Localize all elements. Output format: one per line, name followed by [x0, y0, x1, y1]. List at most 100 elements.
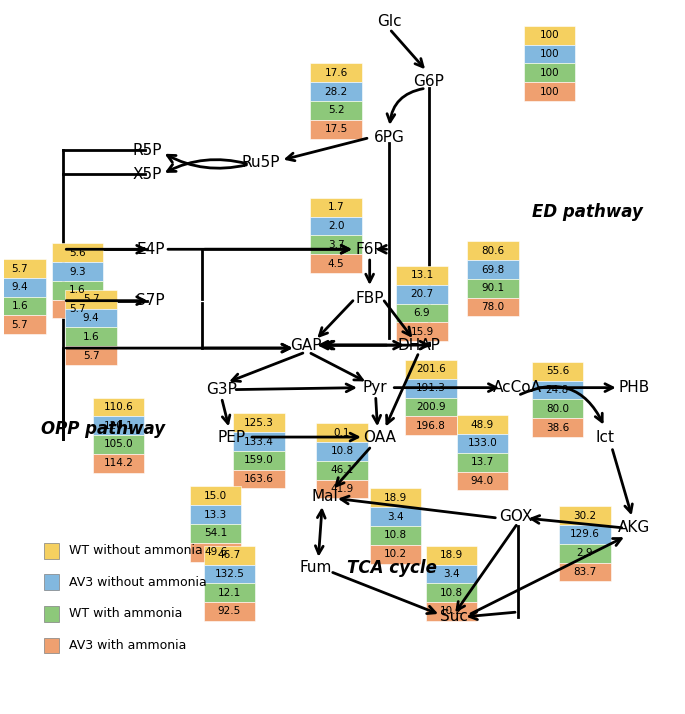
- Text: 10.8: 10.8: [384, 531, 407, 540]
- Text: 92.5: 92.5: [218, 606, 241, 616]
- Text: Mal: Mal: [312, 489, 338, 504]
- Text: AV3 without ammonia: AV3 without ammonia: [69, 575, 207, 589]
- Text: 191.3: 191.3: [416, 383, 446, 393]
- Bar: [310, 101, 362, 120]
- Text: 5.7: 5.7: [69, 304, 86, 314]
- Text: 5.6: 5.6: [69, 248, 86, 258]
- Bar: [51, 262, 103, 281]
- Bar: [406, 378, 457, 398]
- Bar: [0, 316, 46, 334]
- Text: 9.3: 9.3: [69, 266, 86, 276]
- Bar: [234, 413, 285, 432]
- Bar: [560, 525, 611, 544]
- Text: 163.6: 163.6: [244, 474, 274, 484]
- Text: 48.9: 48.9: [471, 420, 494, 430]
- Text: 100: 100: [540, 68, 559, 78]
- Bar: [44, 543, 60, 558]
- Bar: [0, 297, 46, 316]
- Text: ED pathway: ED pathway: [532, 203, 643, 221]
- Text: 5.7: 5.7: [83, 351, 99, 361]
- Text: 5.7: 5.7: [12, 263, 28, 273]
- Bar: [467, 298, 519, 316]
- Text: 15.0: 15.0: [204, 491, 227, 501]
- Bar: [467, 260, 519, 279]
- Text: Fum: Fum: [299, 560, 332, 575]
- Text: 3.4: 3.4: [387, 512, 403, 522]
- Bar: [524, 26, 575, 45]
- Text: 120.1: 120.1: [104, 421, 134, 431]
- Bar: [234, 470, 285, 488]
- Text: 80.6: 80.6: [482, 246, 505, 256]
- Text: 54.1: 54.1: [204, 528, 227, 538]
- Bar: [560, 544, 611, 563]
- Bar: [190, 506, 241, 524]
- Bar: [467, 279, 519, 298]
- Bar: [457, 472, 508, 491]
- Text: 132.5: 132.5: [214, 569, 245, 579]
- Text: 20.7: 20.7: [410, 289, 434, 299]
- Bar: [370, 507, 421, 526]
- Bar: [457, 453, 508, 472]
- Text: OAA: OAA: [363, 430, 396, 445]
- Text: PHB: PHB: [619, 380, 650, 395]
- Bar: [310, 254, 362, 273]
- Text: 200.9: 200.9: [416, 402, 446, 412]
- Bar: [426, 545, 477, 565]
- Text: WT without ammonia: WT without ammonia: [69, 544, 203, 557]
- Text: 30.2: 30.2: [573, 511, 597, 521]
- Text: GAP: GAP: [290, 338, 321, 353]
- Text: G3P: G3P: [206, 382, 237, 397]
- Text: 6.9: 6.9: [414, 308, 430, 318]
- Bar: [0, 278, 46, 297]
- Text: 15.9: 15.9: [410, 327, 434, 337]
- Bar: [370, 545, 421, 563]
- Text: AV3 with ammonia: AV3 with ammonia: [69, 639, 187, 652]
- Bar: [316, 442, 368, 461]
- Text: 90.1: 90.1: [482, 283, 505, 293]
- Bar: [203, 545, 255, 565]
- Bar: [65, 290, 116, 308]
- Bar: [65, 327, 116, 346]
- Bar: [467, 241, 519, 260]
- Bar: [406, 398, 457, 416]
- Text: 12.1: 12.1: [218, 588, 241, 598]
- Bar: [93, 435, 145, 454]
- Bar: [406, 416, 457, 435]
- Bar: [310, 216, 362, 236]
- Text: PEP: PEP: [217, 430, 245, 445]
- Text: G6P: G6P: [414, 74, 445, 89]
- Text: 10.2: 10.2: [440, 606, 463, 616]
- Bar: [310, 64, 362, 82]
- Bar: [426, 602, 477, 621]
- Text: 18.9: 18.9: [384, 493, 407, 503]
- Bar: [310, 120, 362, 139]
- Text: Ict: Ict: [595, 430, 614, 445]
- Bar: [370, 488, 421, 507]
- Text: 1.6: 1.6: [83, 332, 99, 342]
- Text: 18.9: 18.9: [440, 550, 463, 560]
- Text: 2.9: 2.9: [577, 548, 593, 558]
- Text: FBP: FBP: [356, 291, 384, 306]
- Bar: [524, 45, 575, 64]
- Text: 28.2: 28.2: [325, 86, 348, 96]
- Text: 41.9: 41.9: [330, 484, 353, 494]
- Bar: [316, 461, 368, 480]
- Bar: [426, 565, 477, 583]
- Bar: [203, 602, 255, 621]
- Text: 9.4: 9.4: [83, 313, 99, 323]
- Text: 49.6: 49.6: [204, 547, 227, 557]
- Bar: [370, 526, 421, 545]
- Text: GOX: GOX: [499, 508, 532, 523]
- Text: 3.7: 3.7: [327, 240, 345, 250]
- Text: 17.6: 17.6: [325, 68, 348, 78]
- Bar: [190, 486, 241, 506]
- Text: 5.7: 5.7: [12, 320, 28, 330]
- Text: S7P: S7P: [136, 293, 164, 308]
- Bar: [51, 281, 103, 300]
- Bar: [316, 423, 368, 442]
- Text: 46.1: 46.1: [330, 465, 353, 475]
- Text: 83.7: 83.7: [573, 567, 597, 577]
- Bar: [310, 82, 362, 101]
- Text: 201.6: 201.6: [416, 364, 446, 374]
- Bar: [532, 381, 583, 400]
